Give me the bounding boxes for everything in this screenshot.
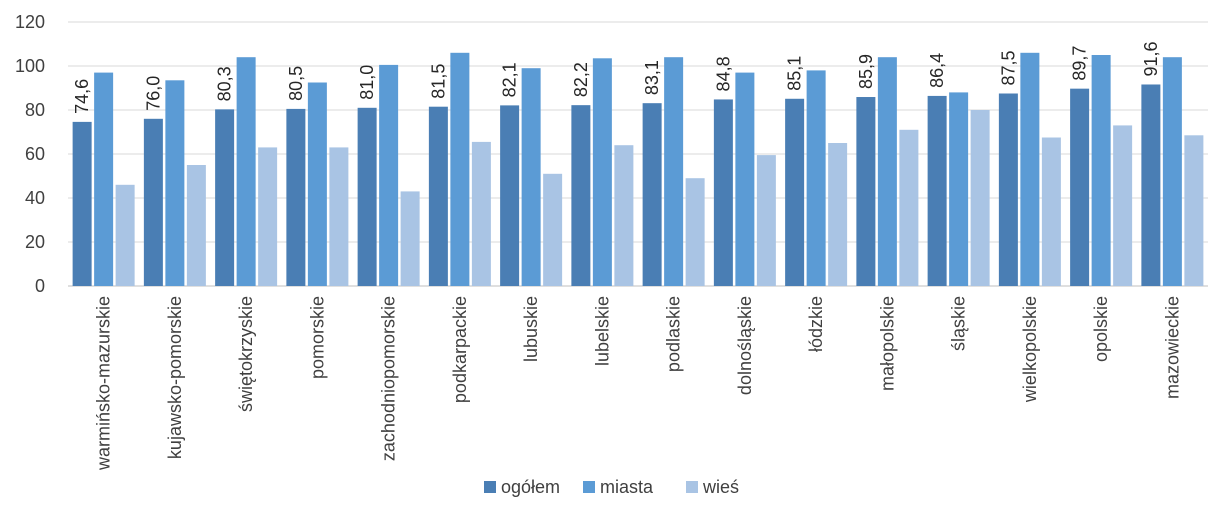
bar-wieś-7 <box>614 145 634 286</box>
x-category-label: opolskie <box>1091 296 1111 362</box>
bar-miasta-10 <box>806 70 826 287</box>
data-label: 81,0 <box>357 65 377 100</box>
data-label: 82,1 <box>500 62 520 97</box>
y-tick-label: 40 <box>25 188 45 208</box>
data-label: 74,6 <box>72 79 92 114</box>
bar-ogółem-5 <box>428 106 448 286</box>
bar-wieś-5 <box>471 141 491 286</box>
bar-wieś-11 <box>899 129 919 286</box>
x-category-label: warmińsko-mazurskie <box>94 296 114 471</box>
bar-ogółem-7 <box>571 105 591 286</box>
bar-ogółem-8 <box>642 103 662 287</box>
bar-ogółem-15 <box>1141 84 1161 286</box>
bar-ogółem-2 <box>215 109 235 286</box>
data-label: 80,5 <box>286 66 306 101</box>
x-category-label: pomorskie <box>307 296 327 379</box>
bar-ogółem-12 <box>927 95 947 286</box>
x-category-label: mazowieckie <box>1162 296 1182 399</box>
bar-miasta-9 <box>735 72 755 286</box>
bar-miasta-2 <box>236 57 256 287</box>
x-category-label: podlaskie <box>664 296 684 372</box>
legend-label: miasta <box>600 477 654 497</box>
bar-miasta-13 <box>1020 52 1040 286</box>
bar-ogółem-1 <box>143 118 163 286</box>
y-tick-label: 0 <box>35 276 45 296</box>
bar-ogółem-13 <box>998 93 1018 286</box>
bar-miasta-5 <box>450 52 470 286</box>
x-category-label: lubuskie <box>521 296 541 362</box>
bar-wieś-8 <box>685 178 705 286</box>
bar-wieś-1 <box>186 165 206 286</box>
x-category-label: podkarpackie <box>450 296 470 403</box>
data-label: 80,3 <box>215 66 235 101</box>
x-category-label: kujawsko-pomorskie <box>165 296 185 459</box>
bar-miasta-8 <box>664 57 684 287</box>
y-tick-label: 80 <box>25 100 45 120</box>
data-label: 86,4 <box>927 53 947 88</box>
y-tick-label: 100 <box>15 56 45 76</box>
data-label: 85,9 <box>856 54 876 89</box>
data-label: 85,1 <box>785 56 805 91</box>
bar-wieś-12 <box>970 110 990 286</box>
bar-miasta-4 <box>379 64 399 287</box>
bar-wieś-14 <box>1113 125 1133 287</box>
legend-label: wieś <box>702 477 739 497</box>
bar-wieś-6 <box>543 173 563 286</box>
data-label: 91,6 <box>1141 41 1161 76</box>
bar-wieś-0 <box>115 184 135 286</box>
x-category-label: zachodniopomorskie <box>379 296 399 461</box>
x-category-label: łódzkie <box>806 296 826 352</box>
y-tick-label: 120 <box>15 12 45 32</box>
bar-miasta-11 <box>877 57 897 287</box>
bar-ogółem-9 <box>713 99 733 286</box>
x-category-label: lubelskie <box>592 296 612 366</box>
bar-wieś-13 <box>1041 137 1061 286</box>
bar-ogółem-11 <box>856 97 876 287</box>
x-category-label: małopolskie <box>877 296 897 391</box>
data-label: 83,1 <box>642 60 662 95</box>
bar-ogółem-3 <box>286 108 306 287</box>
data-label: 87,5 <box>998 50 1018 85</box>
bar-ogółem-4 <box>357 107 377 286</box>
legend-swatch-ogółem <box>484 481 496 493</box>
bar-ogółem-14 <box>1070 88 1090 286</box>
bar-miasta-3 <box>307 82 327 286</box>
legend-swatch-wieś <box>686 481 698 493</box>
bar-miasta-0 <box>94 72 114 286</box>
bar-miasta-6 <box>521 68 541 286</box>
x-category-label: wielkopolskie <box>1020 296 1040 403</box>
bar-miasta-1 <box>165 80 185 286</box>
bar-ogółem-10 <box>785 98 805 286</box>
bar-miasta-12 <box>949 92 969 287</box>
y-tick-label: 60 <box>25 144 45 164</box>
x-category-label: śląskie <box>949 296 969 351</box>
bar-miasta-14 <box>1091 55 1111 286</box>
data-label: 82,2 <box>571 62 591 97</box>
bar-ogółem-0 <box>72 121 92 286</box>
bar-miasta-7 <box>592 58 612 286</box>
x-category-label: świętokrzyskie <box>236 296 256 412</box>
bar-wieś-2 <box>258 147 278 286</box>
x-category-label: dolnośląskie <box>735 296 755 395</box>
bar-wieś-3 <box>329 147 349 286</box>
legend-label: ogółem <box>501 477 560 497</box>
bar-wieś-15 <box>1184 135 1204 286</box>
bar-wieś-9 <box>756 155 776 286</box>
y-tick-label: 20 <box>25 232 45 252</box>
data-label: 76,0 <box>143 76 163 111</box>
bar-miasta-15 <box>1162 57 1182 287</box>
data-label: 81,5 <box>428 64 448 99</box>
data-label: 89,7 <box>1070 46 1090 81</box>
legend-swatch-miasta <box>583 481 595 493</box>
bar-wieś-10 <box>828 143 848 286</box>
bar-ogółem-6 <box>500 105 520 286</box>
bar-wieś-4 <box>400 191 420 286</box>
data-label: 84,8 <box>713 56 733 91</box>
